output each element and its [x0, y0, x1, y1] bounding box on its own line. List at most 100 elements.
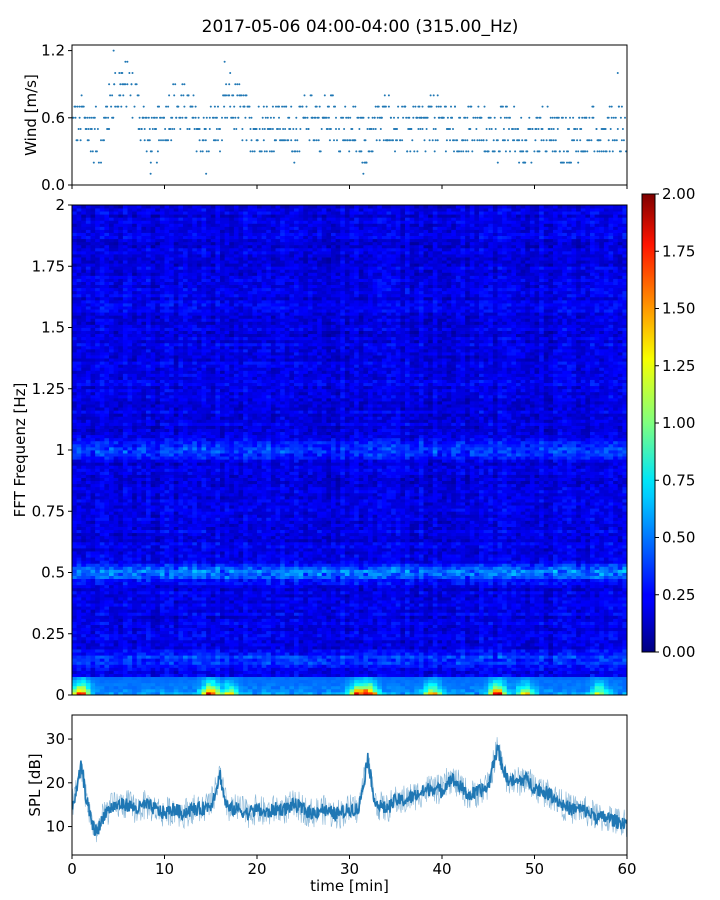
spectrogram-cell — [280, 649, 285, 652]
spectrogram-cell — [252, 591, 257, 594]
spectrogram-cell — [576, 597, 581, 600]
spectrogram-cell — [91, 637, 96, 640]
spectrogram-cell — [243, 649, 248, 652]
spectrogram-cell — [132, 615, 137, 618]
spectrogram-cell — [178, 628, 183, 631]
spectrogram-cell — [86, 597, 91, 600]
spectrogram-cell — [613, 615, 618, 618]
spectrogram-cell — [502, 658, 507, 661]
spectrogram-cell — [599, 591, 604, 594]
wind-point — [617, 128, 619, 130]
spectrogram-cell — [123, 658, 128, 661]
spectrogram-cell — [317, 600, 322, 603]
spectrogram-cell — [229, 664, 234, 667]
spectrogram-cell — [294, 661, 299, 664]
spectrogram-cell — [206, 655, 211, 658]
spectrogram-cell — [317, 609, 322, 612]
spectrogram-cell — [451, 686, 456, 689]
spectrogram-cell — [100, 588, 105, 591]
wind-point — [599, 150, 601, 152]
spectrogram-cell — [202, 591, 207, 594]
spectrogram-cell — [609, 689, 614, 692]
spectrogram-cell — [461, 612, 466, 615]
spectrogram-cell — [548, 615, 553, 618]
spectrogram-cell — [595, 625, 600, 628]
spectrogram-cell — [553, 655, 558, 658]
spectrogram-cell — [525, 677, 530, 680]
spectrogram-cell — [419, 658, 424, 661]
spectrogram-cell — [488, 603, 493, 606]
spectrogram-cell — [262, 618, 267, 621]
spectrogram-cell — [202, 628, 207, 631]
spectrogram-cell — [377, 664, 382, 667]
spectrogram-cell — [396, 689, 401, 692]
spectrogram-cell — [336, 612, 341, 615]
spectrogram-cell — [95, 618, 100, 621]
spectrogram-cell — [618, 618, 623, 621]
spectrogram-cell — [220, 649, 225, 652]
wind-point — [335, 117, 337, 119]
wind-point — [559, 150, 561, 152]
wind-point — [572, 117, 574, 119]
spectrogram-cell — [243, 686, 248, 689]
spectrogram-cell — [599, 683, 604, 686]
wind-point — [476, 139, 478, 141]
spectrogram-cell — [294, 671, 299, 674]
spectrogram-cell — [576, 658, 581, 661]
spectrogram-cell — [507, 600, 512, 603]
spectrogram-cell — [81, 597, 86, 600]
spectrogram-cell — [585, 667, 590, 670]
spectrogram-cell — [137, 674, 142, 677]
wind-point — [349, 139, 351, 141]
spectrogram-cell — [535, 677, 540, 680]
spectrogram-cell — [248, 628, 253, 631]
spectrogram-cell — [488, 622, 493, 625]
spectrogram-cell — [544, 612, 549, 615]
spectrogram-cell — [132, 646, 137, 649]
spectrogram-cell — [498, 606, 503, 609]
spectrogram-cell — [419, 680, 424, 683]
spectrogram-cell — [336, 634, 341, 637]
spectrogram-cell — [377, 649, 382, 652]
spectrogram-cell — [118, 618, 123, 621]
spectrogram-cell — [382, 646, 387, 649]
spectrogram-cell — [548, 625, 553, 628]
spectrogram-cell — [86, 637, 91, 640]
spectrogram-cell — [220, 671, 225, 674]
spectrogram-cell — [502, 683, 507, 686]
spectrogram-cell — [151, 655, 156, 658]
spectrogram-cell — [354, 649, 359, 652]
spectrogram-cell — [400, 643, 405, 646]
spectrogram-cell — [461, 667, 466, 670]
spectrogram-cell — [350, 686, 355, 689]
spectrogram-cell — [382, 652, 387, 655]
spectrogram-cell — [155, 674, 160, 677]
spectrogram-cell — [248, 597, 253, 600]
spectrogram-cell — [326, 634, 331, 637]
spectrogram-cell — [299, 683, 304, 686]
spectrogram-cell — [72, 640, 77, 643]
spectrogram-cell — [493, 674, 498, 677]
spectrogram-cell — [442, 625, 447, 628]
spectrogram-cell — [521, 674, 526, 677]
spectrogram-cell — [128, 664, 133, 667]
wind-point — [109, 94, 111, 96]
spectrogram-cell — [178, 588, 183, 591]
spectrogram-cell — [396, 664, 401, 667]
spectrogram-cell — [183, 609, 188, 612]
spectrogram-cell — [248, 622, 253, 625]
spectrogram-cell — [424, 628, 429, 631]
spectrogram-cell — [197, 677, 202, 680]
wind-point — [485, 150, 487, 152]
spectrogram-cell — [160, 686, 165, 689]
wind-point — [229, 106, 231, 108]
spectrogram-cell — [585, 655, 590, 658]
spectrogram-cell — [345, 689, 350, 692]
spectrogram-cell — [465, 667, 470, 670]
spectrogram-cell — [424, 655, 429, 658]
spectrogram-cell — [391, 640, 396, 643]
spectrogram-cell — [141, 671, 146, 674]
spectrogram-cell — [530, 618, 535, 621]
spectrogram-cell — [114, 603, 119, 606]
spectrogram-cell — [474, 612, 479, 615]
